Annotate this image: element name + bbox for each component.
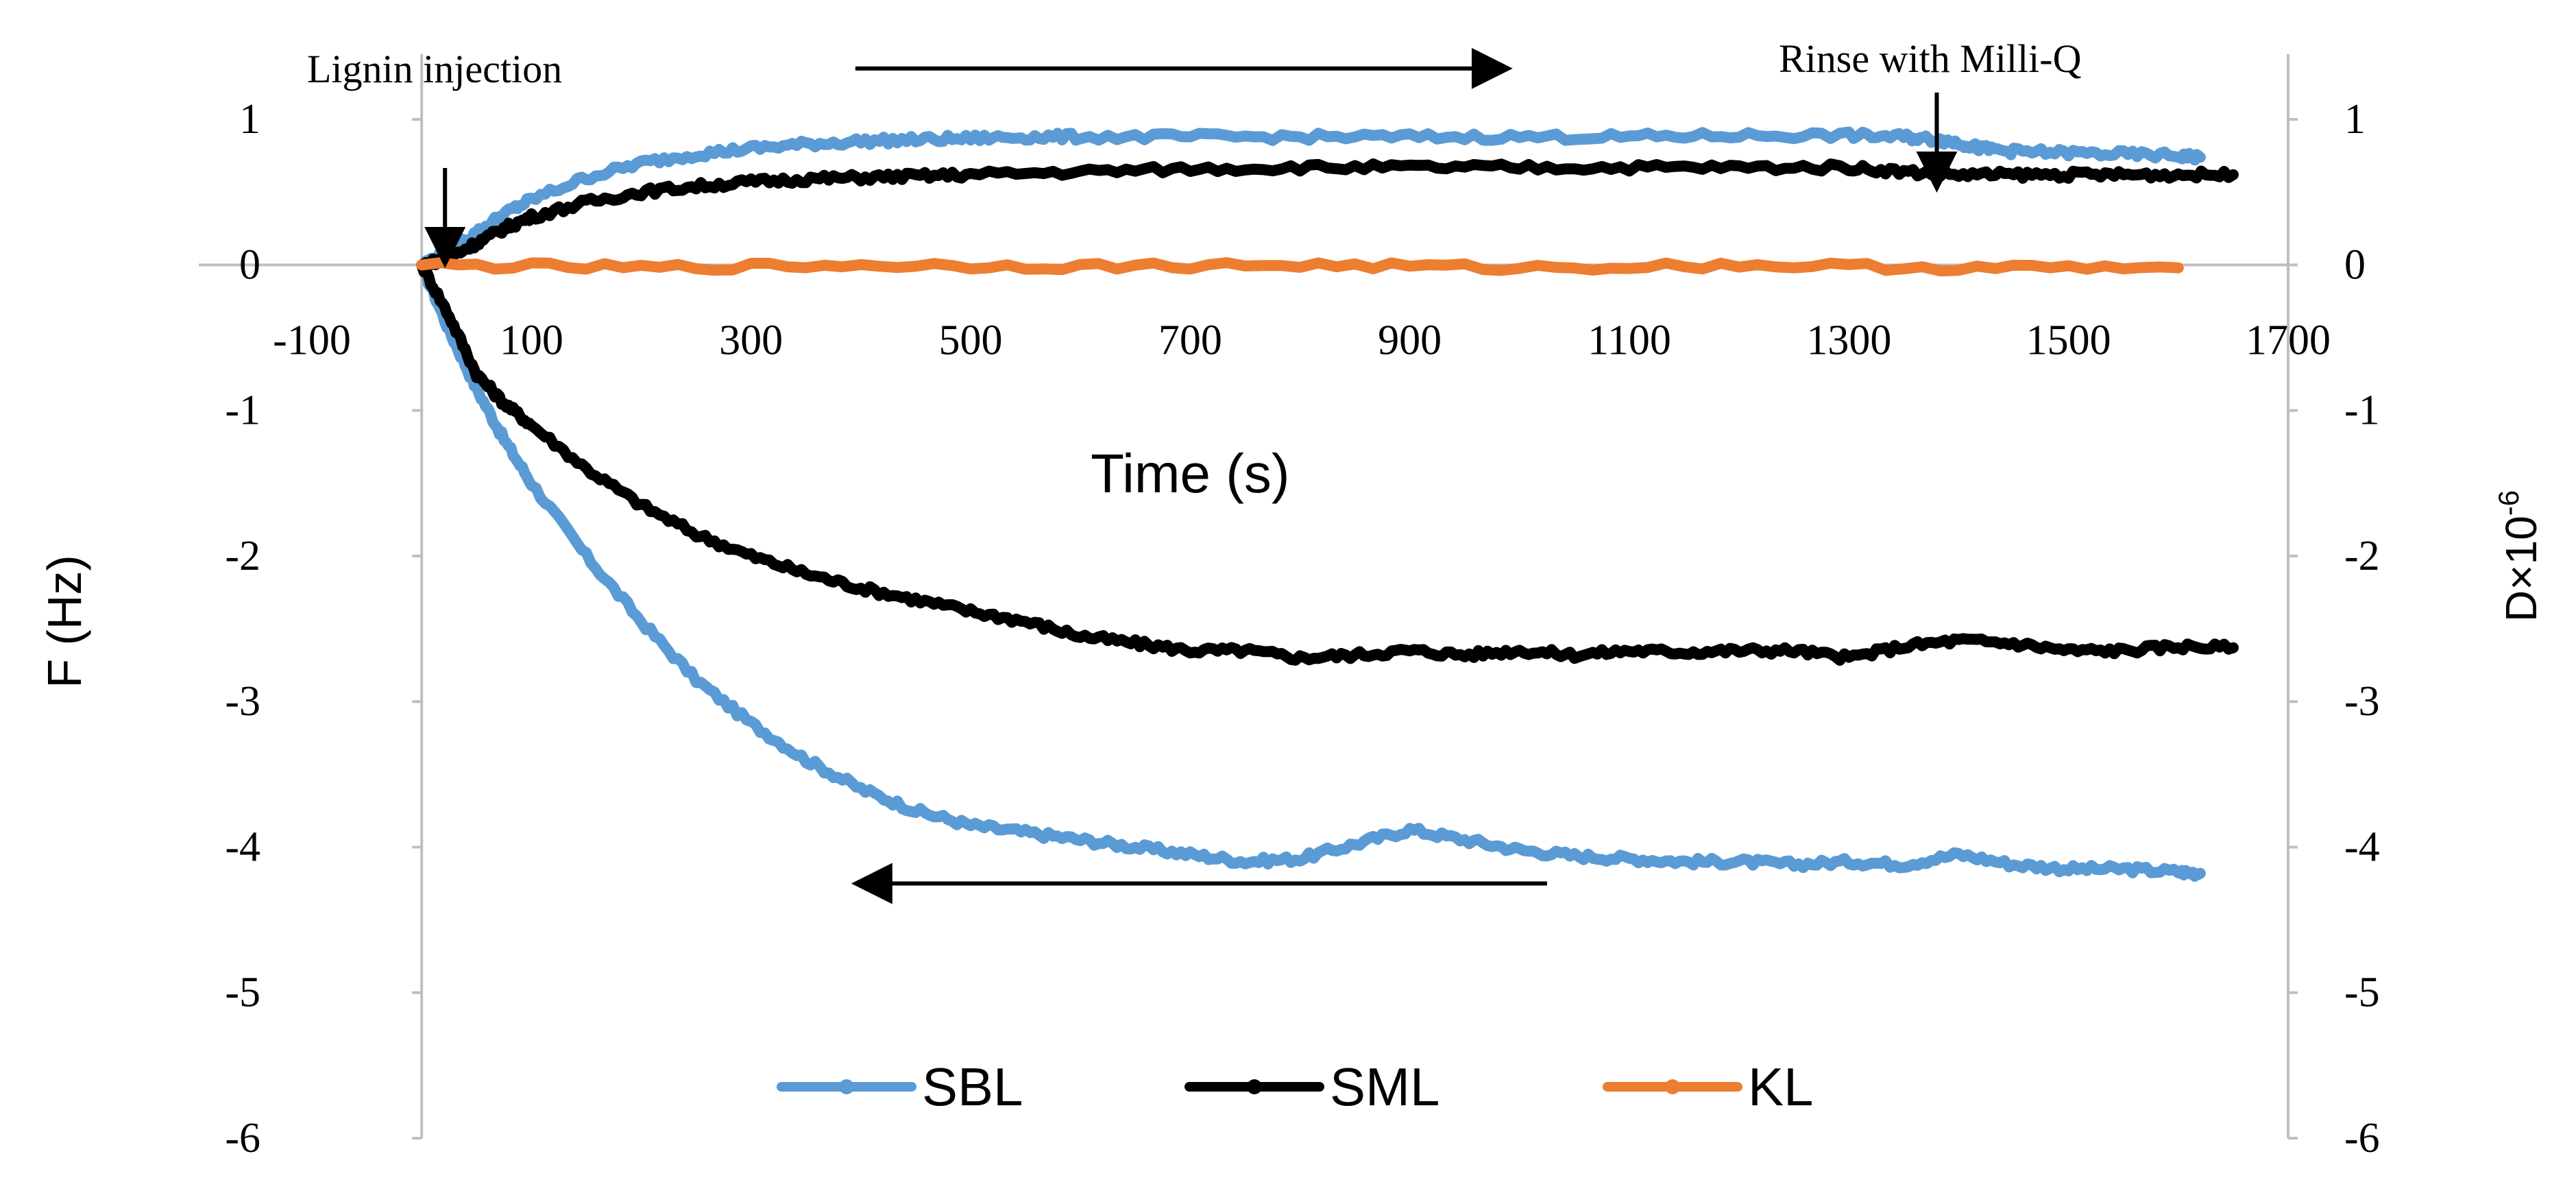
y-tick-left-label: -4 bbox=[225, 823, 260, 870]
y-tick-right-label: -3 bbox=[2344, 678, 2380, 725]
legend-marker-sbl bbox=[839, 1079, 854, 1094]
legend-marker-sml bbox=[1247, 1079, 1262, 1094]
x-tick-label: -100 bbox=[273, 317, 351, 363]
x-tick-label: 1500 bbox=[2026, 317, 2111, 363]
y-tick-left-label: -2 bbox=[225, 533, 260, 579]
x-tick-label: 500 bbox=[939, 317, 1003, 363]
annotations: Lignin injection Rinse with Milli-Q bbox=[307, 36, 2081, 904]
y-tick-right-label: 1 bbox=[2344, 96, 2366, 143]
y-tick-left-label: -6 bbox=[225, 1115, 260, 1162]
y-tick-left-label: -1 bbox=[225, 387, 260, 434]
series-sml-f bbox=[416, 259, 2239, 666]
legend-label-kl: KL bbox=[1748, 1057, 1813, 1117]
y-tick-right-label: -6 bbox=[2344, 1115, 2380, 1162]
axes bbox=[199, 53, 2289, 1138]
x-tick-label: 1300 bbox=[1806, 317, 1891, 363]
lignin-injection-label: Lignin injection bbox=[307, 47, 562, 91]
y-tick-left-label: 1 bbox=[239, 96, 260, 143]
y-axis-right-title-exponent: -6 bbox=[2492, 490, 2525, 516]
legend-marker-kl bbox=[1665, 1079, 1680, 1094]
x-tick-label: 700 bbox=[1158, 317, 1222, 363]
legend-label-sml: SML bbox=[1330, 1057, 1439, 1117]
legend: SBL SML KL bbox=[777, 1057, 1813, 1117]
series-sbl-d bbox=[416, 126, 2206, 271]
y-axis-right-title-base: D×10 bbox=[2496, 516, 2546, 622]
x-tick-label: 300 bbox=[719, 317, 783, 363]
y-tick-right-label: -1 bbox=[2344, 387, 2380, 434]
rinse-label: Rinse with Milli-Q bbox=[1779, 36, 2081, 81]
y-tick-left-label: 0 bbox=[239, 241, 260, 288]
y-axis-right-title: D×10-6 bbox=[2492, 490, 2546, 622]
y-tick-right-label: -4 bbox=[2344, 823, 2380, 870]
y-tick-left-label: -3 bbox=[225, 678, 260, 725]
x-tick-label: 1100 bbox=[1588, 317, 1671, 363]
y-axis-right-ticks: 1 0 -1 -2 -3 -4 -5 -6 bbox=[2288, 96, 2380, 1162]
x-axis-title: Time (s) bbox=[1091, 443, 1289, 504]
x-axis-ticks: -100 100 300 500 700 900 1100 1300 1500 1700 bbox=[273, 317, 2331, 363]
y-tick-left-label: -5 bbox=[225, 970, 260, 1016]
y-tick-right-label: -2 bbox=[2344, 533, 2380, 579]
legend-label-sbl: SBL bbox=[922, 1057, 1023, 1117]
y-axis-left-title: F (Hz) bbox=[38, 555, 91, 688]
y-tick-right-label: 0 bbox=[2344, 241, 2366, 288]
series-sbl-f bbox=[416, 259, 2206, 882]
series-layer bbox=[416, 126, 2239, 882]
y-axis-left-ticks: 1 0 -1 -2 -3 -4 -5 -6 bbox=[225, 96, 422, 1162]
x-tick-label: 1700 bbox=[2246, 317, 2331, 363]
y-tick-right-label: -5 bbox=[2344, 970, 2380, 1016]
x-tick-label: 100 bbox=[500, 317, 563, 363]
series-sml-d bbox=[416, 158, 2239, 272]
series-kl-d bbox=[416, 257, 2184, 277]
x-tick-label: 900 bbox=[1378, 317, 1442, 363]
